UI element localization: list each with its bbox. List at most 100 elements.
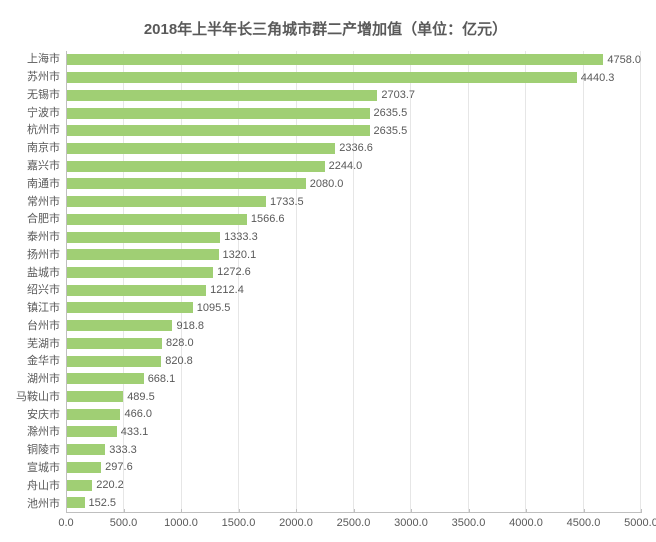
bar-row: 466.0: [67, 408, 641, 421]
y-axis-label: 池州市: [10, 499, 66, 510]
y-axis-labels: 上海市苏州市无锡市宁波市杭州市南京市嘉兴市南通市常州市合肥市泰州市扬州市盐城市绍…: [10, 51, 66, 513]
bar-row: 2635.5: [67, 124, 641, 137]
bar-value-label: 4758.0: [607, 54, 641, 66]
y-axis-label: 湖州市: [10, 374, 66, 385]
bar-row: 828.0: [67, 337, 641, 350]
bar-value-label: 820.8: [165, 355, 193, 367]
bar: [67, 249, 219, 260]
bar: [67, 426, 117, 437]
bar: [67, 444, 105, 455]
bar-row: 4758.0: [67, 53, 641, 66]
bar-value-label: 1095.5: [197, 302, 231, 314]
bar: [67, 356, 161, 367]
y-axis-label: 泰州市: [10, 232, 66, 243]
y-axis-label: 宁波市: [10, 108, 66, 119]
bar: [67, 214, 247, 225]
bar-row: 152.5: [67, 496, 641, 509]
bar-value-label: 297.6: [105, 461, 133, 473]
y-axis-label: 南京市: [10, 143, 66, 154]
bar-value-label: 918.8: [176, 320, 204, 332]
bar: [67, 285, 206, 296]
bar: [67, 302, 193, 313]
y-axis-label: 绍兴市: [10, 285, 66, 296]
bar-value-label: 1272.6: [217, 266, 251, 278]
bar-row: 297.6: [67, 461, 641, 474]
chart-container: 2018年上半年长三角城市群二产增加值（单位：亿元） 上海市苏州市无锡市宁波市杭…: [0, 0, 656, 542]
bar: [67, 125, 370, 136]
bar: [67, 497, 85, 508]
bar-row: 1733.5: [67, 195, 641, 208]
bar-row: 2244.0: [67, 160, 641, 173]
bar-value-label: 489.5: [127, 391, 155, 403]
bar-value-label: 1333.3: [224, 231, 258, 243]
bar: [67, 338, 162, 349]
bar-value-label: 1212.4: [210, 284, 244, 296]
bar: [67, 462, 101, 473]
bar-row: 1333.3: [67, 231, 641, 244]
bar-row: 1212.4: [67, 284, 641, 297]
bar: [67, 267, 213, 278]
y-axis-label: 马鞍山市: [10, 392, 66, 403]
bar-value-label: 1733.5: [270, 196, 304, 208]
bar: [67, 409, 120, 420]
bar: [67, 178, 306, 189]
y-axis-label: 杭州市: [10, 125, 66, 136]
y-axis-label: 扬州市: [10, 250, 66, 261]
bar: [67, 108, 370, 119]
bar-value-label: 4440.3: [581, 72, 615, 84]
y-axis-label: 无锡市: [10, 90, 66, 101]
bar-row: 1272.6: [67, 266, 641, 279]
bar-value-label: 152.5: [89, 497, 117, 509]
y-axis-label: 镇江市: [10, 303, 66, 314]
x-axis-ticks: 0.0500.01000.01500.02000.02500.03000.035…: [66, 513, 641, 525]
bar-value-label: 1320.1: [223, 249, 257, 261]
bar: [67, 196, 266, 207]
bar-value-label: 220.2: [96, 479, 124, 491]
bars-region: 4758.04440.32703.72635.52635.52336.62244…: [66, 51, 641, 513]
bar: [67, 90, 377, 101]
bar-value-label: 2080.0: [310, 178, 344, 190]
bar-value-label: 433.1: [121, 426, 149, 438]
y-axis-label: 常州市: [10, 197, 66, 208]
bar-row: 4440.3: [67, 71, 641, 84]
bar-value-label: 2635.5: [374, 107, 408, 119]
x-axis: 0.0500.01000.01500.02000.02500.03000.035…: [66, 513, 641, 525]
y-axis-label: 嘉兴市: [10, 161, 66, 172]
bar: [67, 320, 172, 331]
bar-row: 433.1: [67, 425, 641, 438]
bar: [67, 143, 335, 154]
chart-title: 2018年上半年长三角城市群二产增加值（单位：亿元）: [10, 18, 641, 39]
plot-area: 上海市苏州市无锡市宁波市杭州市南京市嘉兴市南通市常州市合肥市泰州市扬州市盐城市绍…: [10, 51, 641, 513]
bar: [67, 54, 603, 65]
y-axis-label: 台州市: [10, 321, 66, 332]
bar-value-label: 1566.6: [251, 213, 285, 225]
bar-row: 489.5: [67, 390, 641, 403]
bar-value-label: 2635.5: [374, 125, 408, 137]
bar-row: 2080.0: [67, 177, 641, 190]
bar-row: 220.2: [67, 479, 641, 492]
bar-value-label: 668.1: [148, 373, 176, 385]
bar-row: 2635.5: [67, 107, 641, 120]
bar: [67, 480, 92, 491]
y-axis-label: 盐城市: [10, 268, 66, 279]
bar-value-label: 2336.6: [339, 142, 373, 154]
bar-value-label: 2244.0: [329, 160, 363, 172]
bar: [67, 391, 123, 402]
bar: [67, 161, 325, 172]
y-axis-label: 苏州市: [10, 72, 66, 83]
bar: [67, 373, 144, 384]
bar-row: 918.8: [67, 319, 641, 332]
bar-row: 2703.7: [67, 89, 641, 102]
bar-value-label: 333.3: [109, 444, 137, 456]
bar: [67, 232, 220, 243]
y-axis-label: 金华市: [10, 356, 66, 367]
bar-row: 668.1: [67, 372, 641, 385]
bar: [67, 72, 577, 83]
y-axis-label: 南通市: [10, 179, 66, 190]
bar-row: 2336.6: [67, 142, 641, 155]
bars-stack: 4758.04440.32703.72635.52635.52336.62244…: [67, 51, 641, 512]
y-axis-label: 舟山市: [10, 481, 66, 492]
y-axis-label: 安庆市: [10, 410, 66, 421]
bar-row: 333.3: [67, 443, 641, 456]
bar-row: 820.8: [67, 355, 641, 368]
